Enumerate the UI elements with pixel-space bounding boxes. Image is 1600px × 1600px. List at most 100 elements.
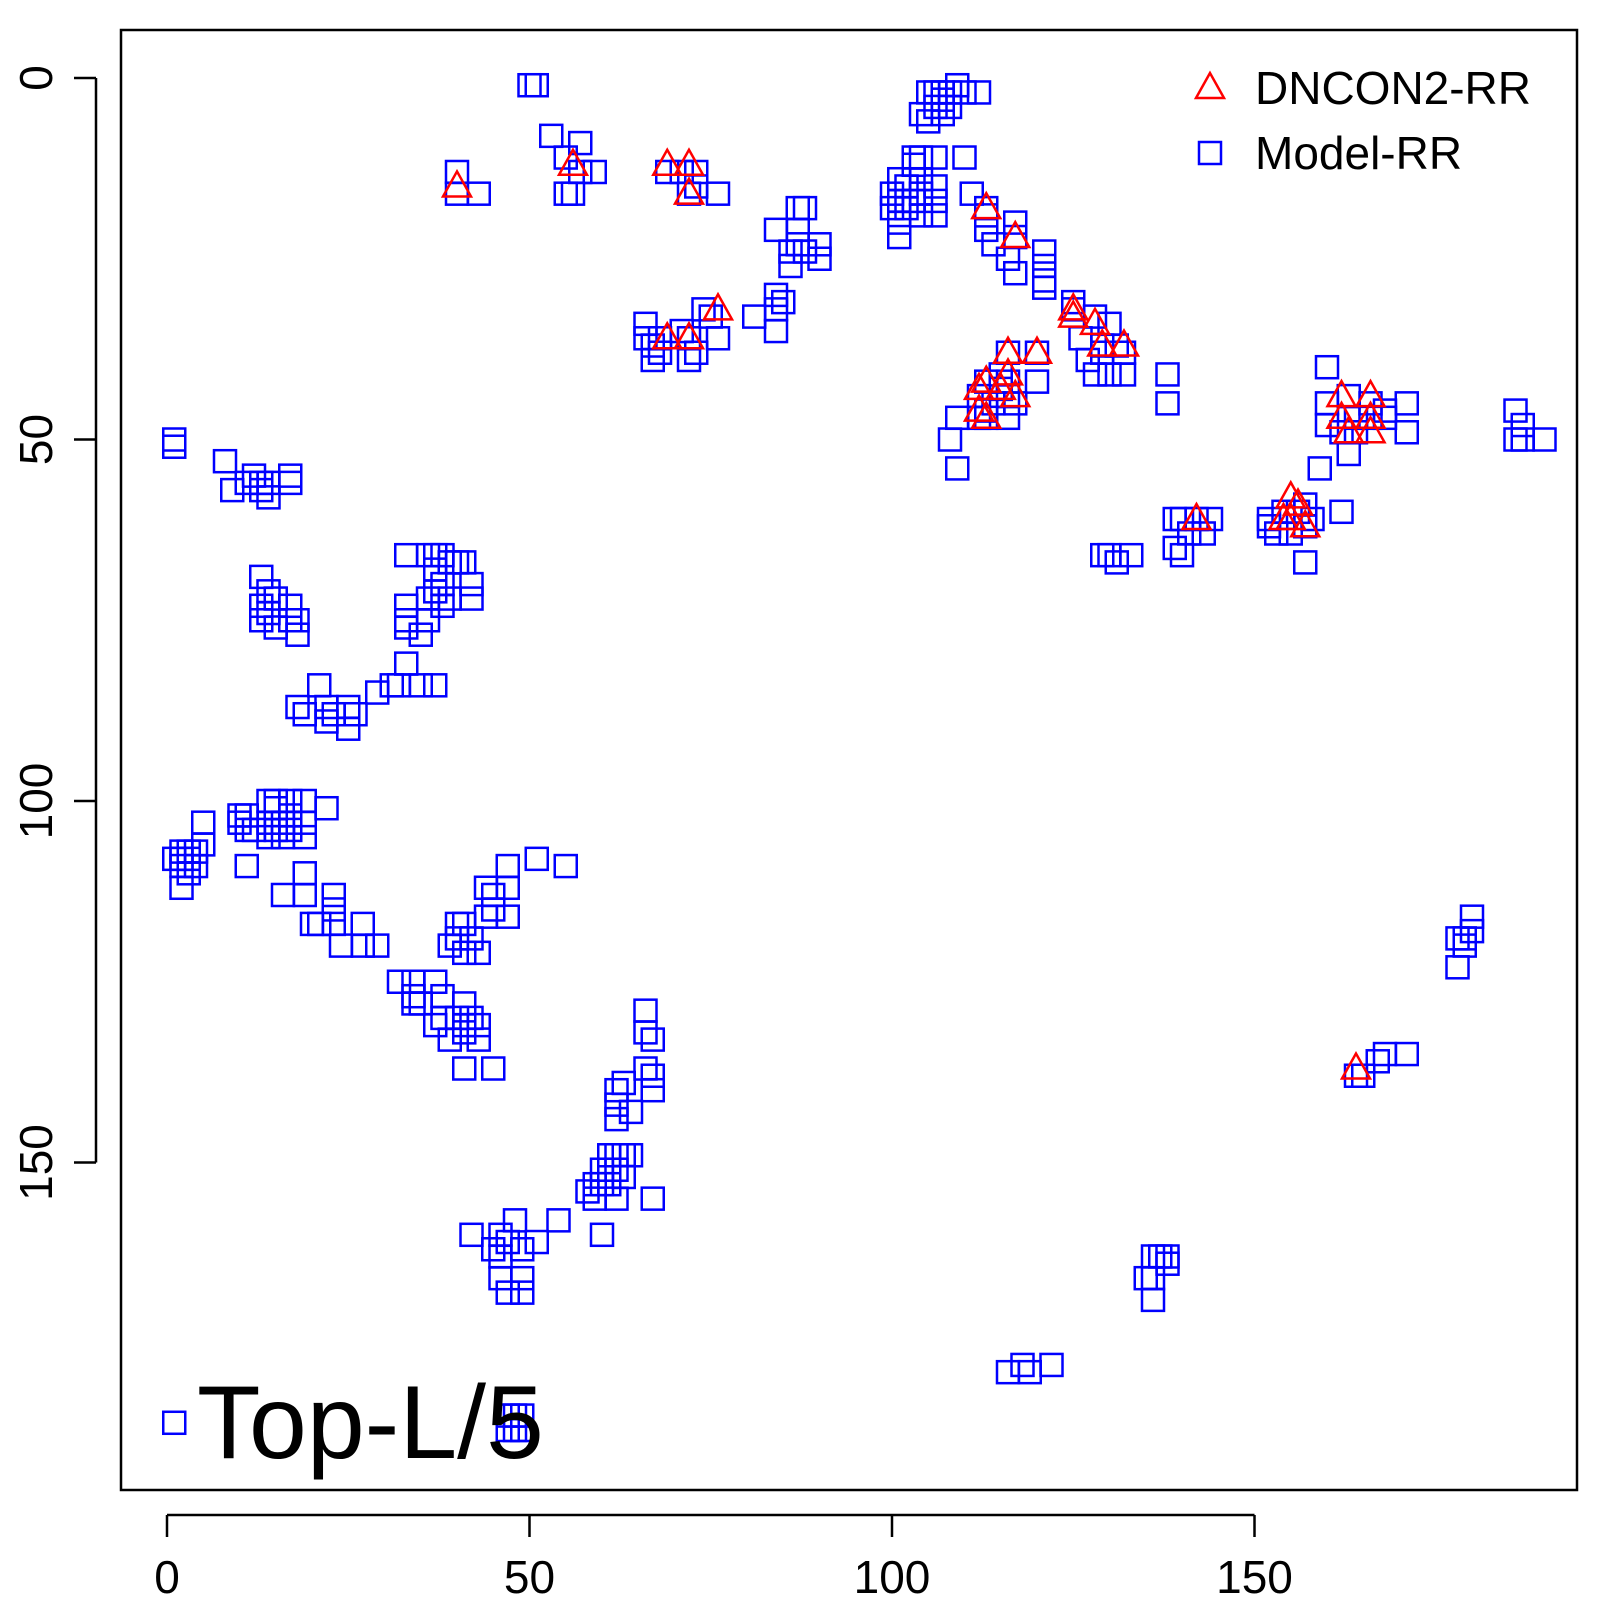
y-tick-label: 50 — [10, 414, 62, 465]
model-rr-point — [495, 875, 520, 901]
model-rr-point — [959, 181, 984, 206]
model-rr-point — [1082, 362, 1108, 387]
model-rr-point — [510, 1265, 535, 1291]
model-rr-point — [191, 832, 216, 857]
model-rr-point — [1024, 369, 1050, 394]
model-rr-point — [763, 297, 789, 322]
model-rr-point — [597, 1157, 622, 1182]
model-rr-point — [1075, 347, 1100, 373]
dncon2-rr-point — [999, 378, 1032, 408]
model-rr-point — [495, 1280, 520, 1305]
model-rr-point — [560, 181, 586, 206]
model-rr-point — [162, 434, 187, 459]
model-rr-point — [481, 1056, 506, 1081]
model-rr-point — [292, 824, 317, 850]
model-rr-point — [676, 347, 702, 373]
model-rr-point — [1394, 420, 1419, 445]
model-rr-point — [510, 1403, 535, 1428]
model-rr-point — [394, 542, 419, 568]
model-rr-point — [640, 1027, 665, 1052]
model-rr-point — [778, 239, 803, 264]
x-tick-label: 0 — [154, 1551, 180, 1600]
model-rr-point — [285, 622, 310, 647]
dncon2-rr-point — [984, 371, 1017, 401]
model-rr-point — [452, 1012, 477, 1038]
model-rr-point — [183, 853, 209, 879]
model-rr-point — [604, 1077, 629, 1103]
model-rr-point — [763, 282, 789, 308]
model-rr-point — [589, 1157, 615, 1182]
model-rr-point — [401, 983, 426, 1009]
model-rr-point — [401, 991, 426, 1016]
model-rr-point — [1459, 904, 1485, 929]
model-rr-point — [423, 1012, 448, 1038]
model-rr-point — [169, 846, 194, 872]
dncon2-rr-point — [1180, 501, 1213, 531]
model-rr-point — [981, 232, 1006, 257]
model-rr-point — [597, 1143, 622, 1168]
model-rr-point — [459, 926, 484, 951]
model-rr-point — [1510, 427, 1535, 452]
model-rr-point — [879, 195, 905, 221]
model-rr-point — [452, 550, 477, 575]
model-rr-point — [256, 788, 281, 814]
model-rr-point — [1278, 521, 1303, 546]
model-rr-point — [879, 181, 905, 206]
model-rr-point — [916, 109, 941, 134]
model-rr-point — [234, 803, 259, 828]
x-axis: 0 50 100 150 — [154, 1513, 1293, 1600]
model-rr-point — [510, 1417, 535, 1443]
model-rr-point — [647, 340, 673, 365]
model-rr-point — [930, 101, 955, 127]
model-rr-point — [1039, 1352, 1064, 1378]
dncon2-rr-point — [1267, 501, 1300, 531]
dncon2-rr-point — [1332, 414, 1365, 444]
model-rr-point — [415, 542, 441, 568]
model-rr-point — [1510, 412, 1535, 438]
legend-dncon2-rr-marker — [1193, 70, 1227, 100]
model-rr-point — [249, 608, 274, 633]
model-rr-point — [1133, 1265, 1158, 1291]
plot-frame — [119, 28, 1579, 1492]
model-rr-point — [176, 846, 201, 872]
model-rr-point — [618, 1143, 644, 1168]
model-rr-point — [278, 470, 303, 496]
dncon2-rr-point — [999, 219, 1032, 249]
model-rr-point — [1358, 391, 1383, 416]
model-rr-point — [386, 969, 412, 994]
model-rr-point — [278, 817, 303, 843]
model-rr-point — [604, 1106, 629, 1132]
model-rr-point — [263, 795, 288, 821]
model-rr-point — [430, 542, 455, 568]
model-rr-point — [1140, 1287, 1166, 1313]
model-rr-point — [923, 145, 948, 170]
dncon2-rr-point — [672, 147, 706, 177]
model-rr-point — [1032, 275, 1057, 300]
model-rr-point — [292, 861, 317, 886]
model-rr-point — [459, 586, 484, 611]
model-rr-point — [1459, 918, 1485, 944]
model-rr-point — [408, 991, 433, 1016]
model-rr-point — [466, 940, 491, 966]
model-rr-point — [517, 72, 542, 98]
dncon2-rr-point — [651, 147, 684, 177]
model-rr-point — [481, 897, 506, 922]
dncon2-rr-point — [672, 176, 706, 205]
model-rr-point — [995, 246, 1021, 271]
model-rr-point — [807, 246, 832, 271]
model-rr-point — [923, 80, 948, 105]
model-rr-point — [604, 1157, 629, 1182]
model-rr-point — [430, 1005, 455, 1031]
model-rr-point — [423, 969, 448, 994]
model-rr-point — [452, 911, 477, 937]
model-rr-point — [263, 615, 288, 640]
model-rr-point — [336, 716, 361, 741]
model-rr-point — [785, 232, 810, 257]
model-rr-point — [249, 593, 274, 619]
dncon2-rr-point — [1354, 414, 1387, 444]
model-rr-point — [452, 991, 477, 1016]
model-rr-point — [894, 195, 919, 221]
model-rr-point — [611, 1070, 636, 1096]
model-rr-point — [256, 470, 281, 496]
